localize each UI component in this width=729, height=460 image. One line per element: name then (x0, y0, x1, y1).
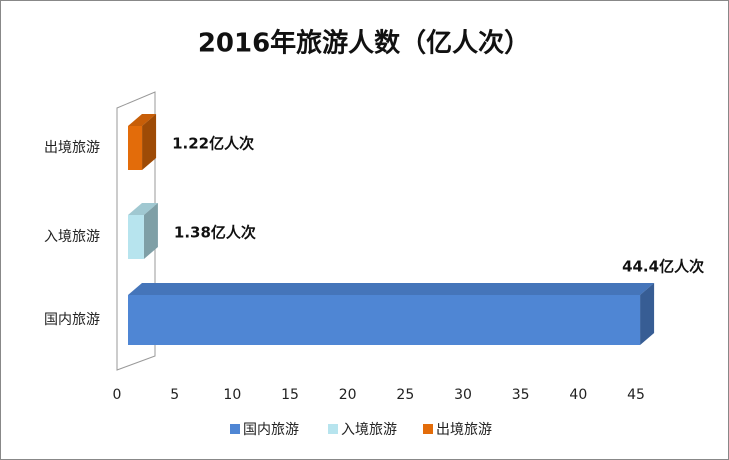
category-label: 国内旅游 (44, 312, 100, 328)
value-label: 1.22亿人次 (172, 135, 254, 153)
category-label: 入境旅游 (44, 229, 100, 245)
x-tick-label: 20 (339, 387, 357, 403)
bar-side (143, 203, 158, 259)
chart-title: 2016年旅游人数（亿人次） (198, 28, 530, 59)
bar-side-shade (640, 283, 655, 345)
bar-top (128, 114, 157, 126)
value-label: 1.38亿人次 (174, 224, 256, 242)
bar-side (640, 283, 655, 345)
legend-label: 入境旅游 (341, 422, 397, 438)
bar-side (142, 114, 157, 170)
x-tick-label: 15 (281, 387, 299, 403)
legend-label: 出境旅游 (436, 422, 492, 438)
legend-label: 国内旅游 (243, 422, 299, 438)
bar (128, 126, 143, 170)
x-tick-label: 40 (569, 387, 587, 403)
bar-top-shade (128, 283, 655, 295)
value-label: 44.4亿人次 (622, 258, 704, 276)
bar-top (128, 283, 655, 295)
legend-swatch (328, 424, 338, 434)
bar-top-shade (128, 203, 158, 215)
bar-side-shade (143, 203, 158, 259)
x-tick-label: 5 (170, 387, 179, 403)
bar-side-shade (142, 114, 157, 170)
x-tick-label: 35 (512, 387, 530, 403)
x-tick-label: 10 (223, 387, 241, 403)
legend-swatch (423, 424, 433, 434)
bar-top-shade (128, 114, 157, 126)
bar (128, 295, 641, 345)
bar-top (128, 203, 158, 215)
category-label: 出境旅游 (44, 140, 100, 156)
legend-swatch (230, 424, 240, 434)
back-wall (116, 91, 156, 371)
x-tick-label: 45 (627, 387, 645, 403)
x-tick-label: 25 (396, 387, 414, 403)
bar (128, 215, 144, 259)
x-tick-label: 0 (113, 387, 122, 403)
x-tick-label: 30 (454, 387, 472, 403)
